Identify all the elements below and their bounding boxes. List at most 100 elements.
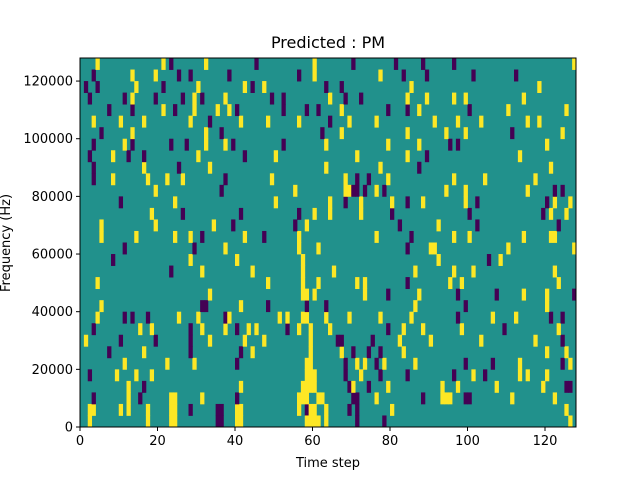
x-tick-label: 40: [227, 434, 244, 449]
heatmap-cell-high: [111, 150, 116, 163]
heatmap-cell-low: [343, 369, 348, 382]
heatmap-cell-low: [285, 323, 290, 336]
heatmap-cell-high: [118, 403, 124, 416]
heatmap-cell-high: [297, 392, 302, 405]
heatmap-cell-high: [537, 115, 542, 128]
heatmap-cell-high: [300, 254, 306, 266]
heatmap-cell-high: [494, 380, 499, 393]
heatmap-cell-high: [130, 92, 135, 105]
heatmap-cell-low: [99, 127, 104, 140]
heatmap-cell-high: [114, 369, 120, 382]
heatmap-cell-low: [405, 196, 410, 209]
heatmap-cell-low: [192, 242, 197, 255]
heatmap-cell-high: [324, 311, 329, 324]
heatmap-cell-high: [130, 69, 135, 82]
heatmap-cell-low: [355, 184, 360, 197]
heatmap-cell-high: [545, 288, 550, 301]
heatmap-cell-high: [424, 92, 430, 105]
heatmap-cell-low: [173, 104, 178, 117]
heatmap-cell-low: [91, 173, 96, 186]
heatmap-cell-high: [328, 92, 333, 105]
heatmap-cell-low: [452, 369, 457, 382]
heatmap-cell-high: [444, 392, 449, 405]
heatmap-cell-high: [142, 346, 147, 359]
heatmap-cell-high: [192, 357, 197, 370]
heatmap-cell-high: [277, 311, 282, 324]
heatmap-cell-high: [413, 265, 418, 278]
heatmap-cell-low: [343, 92, 348, 105]
heatmap-cell-low: [552, 184, 558, 197]
heatmap-cell-high: [390, 403, 395, 416]
heatmap-cell-high: [545, 369, 550, 382]
heatmap-cell-low: [359, 92, 364, 105]
heatmap-cell-low: [355, 403, 360, 416]
heatmap-cell-low: [188, 323, 193, 336]
heatmap-cell-low: [463, 357, 468, 370]
heatmap-cell-high: [510, 392, 515, 405]
heatmap-cell-high: [568, 415, 573, 428]
heatmap-cell-high: [118, 115, 124, 128]
heatmap-cell-high: [300, 288, 306, 301]
y-tick-label: 20000: [32, 363, 73, 378]
heatmap-cell-low: [560, 311, 565, 324]
heatmap-cell-high: [324, 138, 329, 151]
heatmap-cell-low: [560, 334, 565, 347]
heatmap-cell-high: [297, 403, 302, 416]
heatmap-cell-high: [564, 207, 569, 220]
heatmap-cell-low: [188, 403, 193, 416]
heatmap-cell-high: [378, 161, 383, 174]
heatmap-cell-high: [308, 346, 313, 359]
heatmap-cell-high: [347, 115, 352, 128]
heatmap-background: [80, 58, 576, 427]
heatmap-cell-low: [219, 184, 224, 197]
heatmap-cell-high: [548, 161, 554, 174]
heatmap-cell-low: [417, 161, 422, 174]
heatmap-cell-low: [231, 138, 236, 151]
heatmap-cell-high: [471, 369, 476, 382]
heatmap-cell-high: [459, 277, 465, 290]
heatmap-cell-low: [339, 334, 344, 347]
heatmap-cell-high: [308, 357, 313, 370]
heatmap-cell-low: [514, 69, 519, 82]
heatmap-cell-high: [405, 92, 410, 105]
heatmap-cell-low: [366, 173, 372, 186]
heatmap-cell-high: [204, 138, 209, 151]
heatmap-cell-low: [343, 357, 348, 370]
heatmap-cell-high: [207, 334, 213, 347]
heatmap-cell-low: [83, 81, 89, 93]
heatmap-cell-high: [266, 115, 271, 128]
heatmap-cell-low: [324, 300, 329, 313]
heatmap-cell-high: [362, 288, 368, 301]
heatmap-cell-high: [238, 300, 244, 313]
heatmap-cell-high: [545, 346, 550, 359]
heatmap-cell-low: [502, 323, 507, 336]
heatmap-cell-high: [204, 127, 209, 140]
heatmap-cell-high: [432, 115, 437, 128]
plot-frame: [79, 57, 577, 428]
heatmap-cell-low: [153, 92, 158, 105]
heatmap-cell-low: [219, 127, 224, 140]
heatmap-cell-high: [207, 288, 213, 301]
heatmap-cell-high: [459, 323, 465, 336]
heatmap-cell-low: [281, 92, 286, 105]
heatmap-cell-high: [169, 403, 174, 416]
heatmap-cell-high: [479, 115, 484, 128]
heatmap-cell-low: [568, 380, 573, 393]
heatmap-cell-high: [300, 311, 306, 324]
x-axis: 0 20 40 60 80 100 120: [76, 427, 557, 449]
heatmap-cell-low: [145, 311, 151, 324]
heatmap-cell-high: [95, 311, 100, 324]
heatmap-cell-low: [176, 161, 182, 174]
heatmap-cell-high: [517, 369, 523, 382]
heatmap-cell-low: [238, 346, 244, 359]
heatmap-cell-low: [545, 196, 550, 209]
heatmap-cell-low: [118, 334, 124, 347]
heatmap-cell-high: [297, 230, 302, 243]
heatmap-cell-high: [374, 184, 379, 197]
heatmap-cell-high: [238, 403, 244, 416]
heatmap-cell-low: [475, 196, 480, 209]
heatmap-cell-high: [153, 184, 158, 197]
heatmap-cell-high: [215, 104, 220, 117]
heatmap-cell-low: [111, 254, 116, 266]
